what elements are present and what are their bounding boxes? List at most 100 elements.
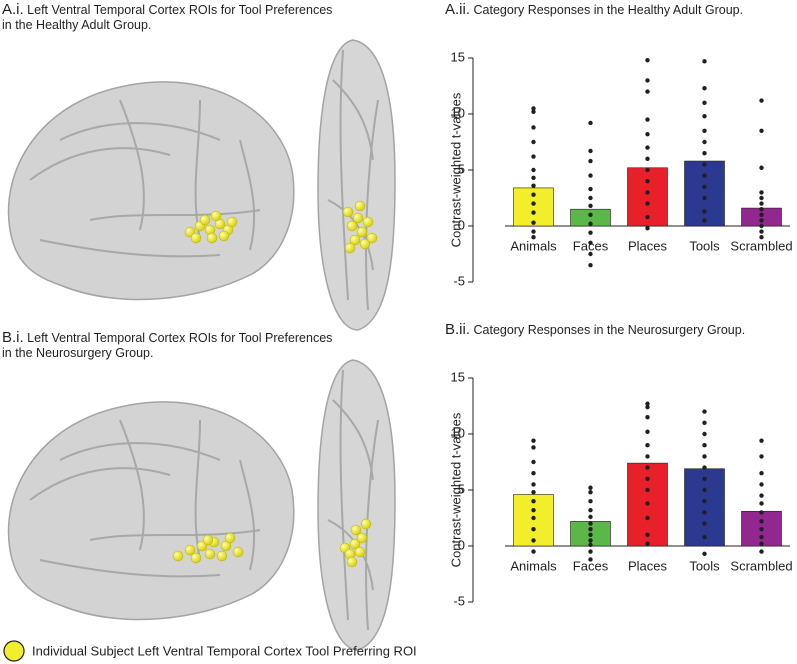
data-point	[702, 534, 707, 540]
data-point	[588, 538, 593, 543]
data-point	[588, 507, 593, 513]
data-point	[531, 445, 536, 450]
x-tick-label: Places	[628, 238, 668, 253]
data-point	[588, 532, 593, 537]
data-point	[645, 226, 650, 231]
data-point	[645, 443, 650, 448]
data-point	[759, 218, 764, 223]
data-point	[588, 485, 593, 490]
data-point	[531, 192, 536, 197]
data-point	[702, 476, 707, 481]
data-point	[645, 131, 650, 137]
data-point	[645, 179, 650, 184]
brain-lateral-a	[7, 80, 295, 301]
x-tick-label: Places	[628, 558, 668, 573]
data-point	[588, 251, 593, 257]
panel-title: B.i. Left Ventral Temporal Cortex ROIs f…	[2, 330, 337, 361]
y-tick-label: 15	[451, 49, 465, 64]
y-tick-label: 0	[458, 217, 465, 232]
data-point	[531, 507, 536, 513]
data-point	[702, 454, 707, 459]
data-point	[531, 106, 536, 111]
x-tick-label: Scrambled	[730, 558, 792, 573]
data-point	[759, 207, 764, 212]
data-point	[531, 490, 536, 495]
y-tick-label: -5	[453, 273, 465, 288]
data-point	[645, 201, 650, 206]
data-point	[588, 212, 593, 217]
data-point	[702, 139, 707, 145]
data-point	[531, 499, 536, 504]
data-point	[645, 145, 650, 150]
panel-title-text: Category Responses in the Healthy Adult …	[473, 3, 744, 17]
data-point	[702, 86, 707, 91]
data-point	[759, 501, 764, 506]
data-point	[645, 487, 650, 493]
data-point	[645, 454, 650, 459]
data-point	[702, 521, 707, 526]
y-tick-label: -5	[453, 593, 465, 608]
data-point	[702, 195, 707, 201]
data-point	[702, 59, 707, 64]
bar	[513, 187, 554, 227]
data-point	[702, 100, 707, 106]
data-point	[531, 527, 536, 532]
bar	[684, 160, 725, 227]
data-point	[759, 454, 764, 459]
data-point	[645, 429, 650, 434]
data-point	[759, 438, 764, 443]
x-tick-label: Scrambled	[730, 238, 792, 253]
data-point	[759, 549, 764, 554]
data-point	[531, 139, 536, 145]
panel-label: B.i.	[2, 329, 24, 346]
y-tick-label: 15	[451, 369, 465, 384]
data-point	[531, 235, 536, 240]
data-point	[645, 89, 650, 94]
data-point	[531, 229, 536, 234]
data-point	[645, 117, 650, 122]
data-point	[531, 154, 536, 159]
data-point	[588, 521, 593, 526]
data-point	[759, 128, 764, 133]
brain-ventral-b	[317, 359, 396, 651]
data-point	[645, 214, 650, 220]
data-point	[759, 190, 764, 195]
data-point	[588, 514, 593, 520]
data-point	[588, 203, 593, 209]
data-point	[531, 201, 536, 206]
y-tick-label: 10	[451, 105, 465, 120]
y-axis-label: Contrast-weighted t-values	[448, 412, 463, 567]
data-point	[645, 156, 650, 161]
data-point	[759, 165, 764, 170]
data-point	[588, 173, 593, 178]
panel-title-text: Left Ventral Temporal Cortex ROIs for To…	[2, 331, 333, 360]
data-point	[588, 527, 593, 532]
data-point	[588, 490, 593, 495]
x-tick-label: Tools	[689, 558, 720, 573]
x-tick-label: Faces	[573, 238, 609, 253]
bar	[684, 468, 725, 547]
panel-title-text: Category Responses in the Neurosurgery G…	[473, 323, 746, 337]
data-point	[645, 167, 650, 173]
data-point	[702, 128, 707, 133]
panel-label: A.ii.	[445, 1, 471, 18]
data-point	[531, 183, 536, 188]
x-tick-label: Faces	[573, 558, 609, 573]
data-point	[702, 487, 707, 493]
data-point	[588, 549, 593, 554]
data-point	[531, 175, 536, 181]
data-point	[759, 510, 764, 515]
data-point	[702, 151, 707, 156]
bar	[570, 208, 611, 227]
data-point	[531, 471, 536, 476]
data-point	[759, 541, 764, 546]
data-point	[759, 223, 764, 229]
data-point	[702, 443, 707, 448]
data-point	[531, 438, 536, 443]
data-point	[531, 125, 536, 130]
data-point	[759, 471, 764, 476]
panel-title: A.ii. Category Responses in the Healthy …	[445, 2, 785, 18]
data-point	[702, 173, 707, 178]
